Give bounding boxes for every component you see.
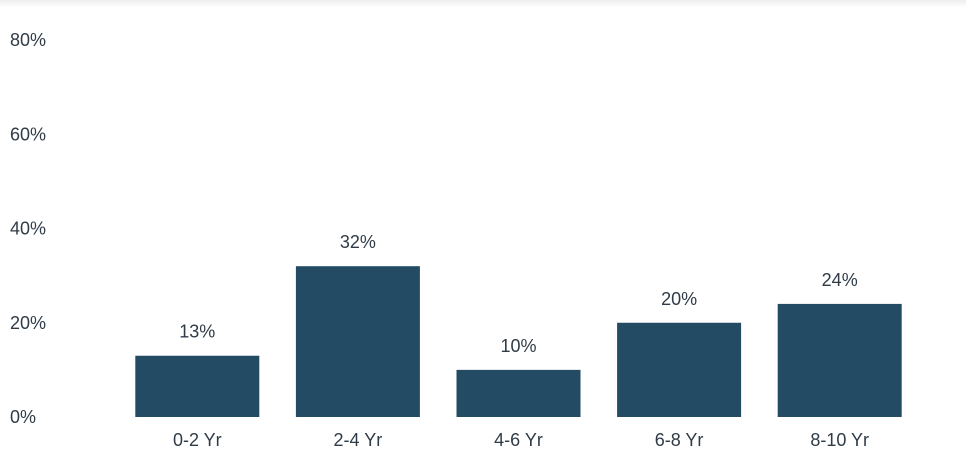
y-tick-label: 20% — [10, 313, 46, 333]
bar — [135, 355, 260, 417]
x-tick-label: 2-4 Yr — [334, 430, 383, 450]
bar — [777, 303, 902, 417]
x-tick-label: 8-10 Yr — [810, 430, 869, 450]
y-tick-label: 80% — [10, 30, 46, 50]
data-label: 32% — [340, 232, 376, 252]
x-tick-label: 4-6 Yr — [494, 430, 543, 450]
x-tick-label: 6-8 Yr — [655, 430, 704, 450]
x-tick-label: 0-2 Yr — [173, 430, 222, 450]
data-label: 20% — [661, 289, 697, 309]
data-label: 13% — [179, 322, 215, 342]
data-label: 24% — [822, 270, 858, 290]
bar — [295, 266, 420, 417]
y-tick-label: 40% — [10, 219, 46, 239]
y-tick-label: 60% — [10, 124, 46, 144]
bar — [617, 322, 742, 417]
bar — [456, 369, 581, 417]
top-border — [0, 0, 966, 8]
data-label: 10% — [500, 336, 536, 356]
y-tick-label: 0% — [10, 407, 36, 427]
